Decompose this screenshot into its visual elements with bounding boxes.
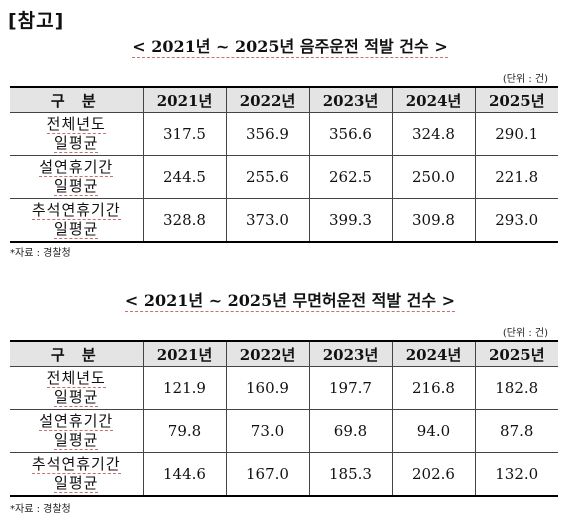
- row-label: 설연휴기간 일평균: [10, 155, 144, 199]
- table-cell: 197.7: [308, 366, 393, 410]
- table-cell: 399.3: [308, 198, 393, 243]
- table-cell: 94.0: [391, 409, 476, 453]
- table-cell: 255.6: [225, 155, 310, 199]
- unit-note: (단위 : 건): [502, 74, 548, 85]
- header-year: 2024년: [391, 340, 476, 367]
- table-cell: 293.0: [474, 198, 558, 243]
- table-cell: 324.8: [391, 112, 476, 156]
- table-cell: 309.8: [391, 198, 476, 243]
- header-year: 2025년: [474, 340, 558, 367]
- source-note: *자료 : 경찰청: [10, 504, 71, 515]
- table-cell: 79.8: [142, 409, 227, 453]
- table-cell: 160.9: [225, 366, 310, 410]
- table-cell: 356.9: [225, 112, 310, 156]
- table-cell: 202.6: [391, 452, 476, 497]
- table-cell: 262.5: [308, 155, 393, 199]
- source-note: *자료 : 경찰청: [10, 248, 71, 259]
- table-cell: 356.6: [308, 112, 393, 156]
- row-label: 전체년도 일평균: [10, 366, 144, 410]
- table-cell: 373.0: [225, 198, 310, 243]
- drunk-driving-section: < 2021년 ~ 2025년 음주운전 적발 건수 > (단위 : 건) 구 …: [0, 36, 580, 259]
- table-cell: 317.5: [142, 112, 227, 156]
- table-cell: 144.6: [142, 452, 227, 497]
- header-year: 2023년: [308, 340, 393, 367]
- table-cell: 121.9: [142, 366, 227, 410]
- header-year: 2022년: [225, 340, 310, 367]
- table-cell: 182.8: [474, 366, 558, 410]
- header-year: 2025년: [474, 86, 558, 113]
- table-cell: 221.8: [474, 155, 558, 199]
- reference-label: [참고]: [8, 10, 65, 32]
- header-year: 2021년: [142, 86, 227, 113]
- table-row: 설연휴기간 일평균 79.8 73.0 69.8 94.0 87.8: [10, 409, 558, 453]
- header-category: 구 분: [10, 340, 144, 367]
- header-year: 2021년: [142, 340, 227, 367]
- unlicensed-driving-section: < 2021년 ~ 2025년 무면허운전 적발 건수 > (단위 : 건) 구…: [0, 290, 580, 515]
- table-row: 추석연휴기간 일평균 328.8 373.0 399.3 309.8 293.0: [10, 198, 558, 243]
- header-year: 2023년: [308, 86, 393, 113]
- table-cell: 69.8: [308, 409, 393, 453]
- table-cell: 87.8: [474, 409, 558, 453]
- unit-note: (단위 : 건): [502, 328, 548, 339]
- table-header-row: 구 분 2021년 2022년 2023년 2024년 2025년: [10, 86, 558, 113]
- row-label: 설연휴기간 일평균: [10, 409, 144, 453]
- section-title: < 2021년 ~ 2025년 무면허운전 적발 건수 >: [124, 291, 456, 312]
- table-row: 전체년도 일평균 121.9 160.9 197.7 216.8 182.8: [10, 366, 558, 410]
- table-cell: 132.0: [474, 452, 558, 497]
- header-year: 2024년: [391, 86, 476, 113]
- table-row: 설연휴기간 일평균 244.5 255.6 262.5 250.0 221.8: [10, 155, 558, 199]
- table-cell: 167.0: [225, 452, 310, 497]
- drunk-driving-table: 구 분 2021년 2022년 2023년 2024년 2025년 전체년도 일평…: [10, 86, 558, 243]
- table-cell: 244.5: [142, 155, 227, 199]
- table-cell: 73.0: [225, 409, 310, 453]
- row-label: 추석연휴기간 일평균: [10, 452, 144, 497]
- table-cell: 216.8: [391, 366, 476, 410]
- unlicensed-driving-table: 구 분 2021년 2022년 2023년 2024년 2025년 전체년도 일평…: [10, 340, 558, 497]
- row-label: 추석연휴기간 일평균: [10, 198, 144, 243]
- table-cell: 328.8: [142, 198, 227, 243]
- section-title: < 2021년 ~ 2025년 음주운전 적발 건수 >: [132, 37, 448, 58]
- table-row: 추석연휴기간 일평균 144.6 167.0 185.3 202.6 132.0: [10, 452, 558, 497]
- header-year: 2022년: [225, 86, 310, 113]
- table-cell: 185.3: [308, 452, 393, 497]
- header-category: 구 분: [10, 86, 144, 113]
- table-header-row: 구 분 2021년 2022년 2023년 2024년 2025년: [10, 340, 558, 367]
- table-cell: 250.0: [391, 155, 476, 199]
- row-label: 전체년도 일평균: [10, 112, 144, 156]
- table-cell: 290.1: [474, 112, 558, 156]
- table-row: 전체년도 일평균 317.5 356.9 356.6 324.8 290.1: [10, 112, 558, 156]
